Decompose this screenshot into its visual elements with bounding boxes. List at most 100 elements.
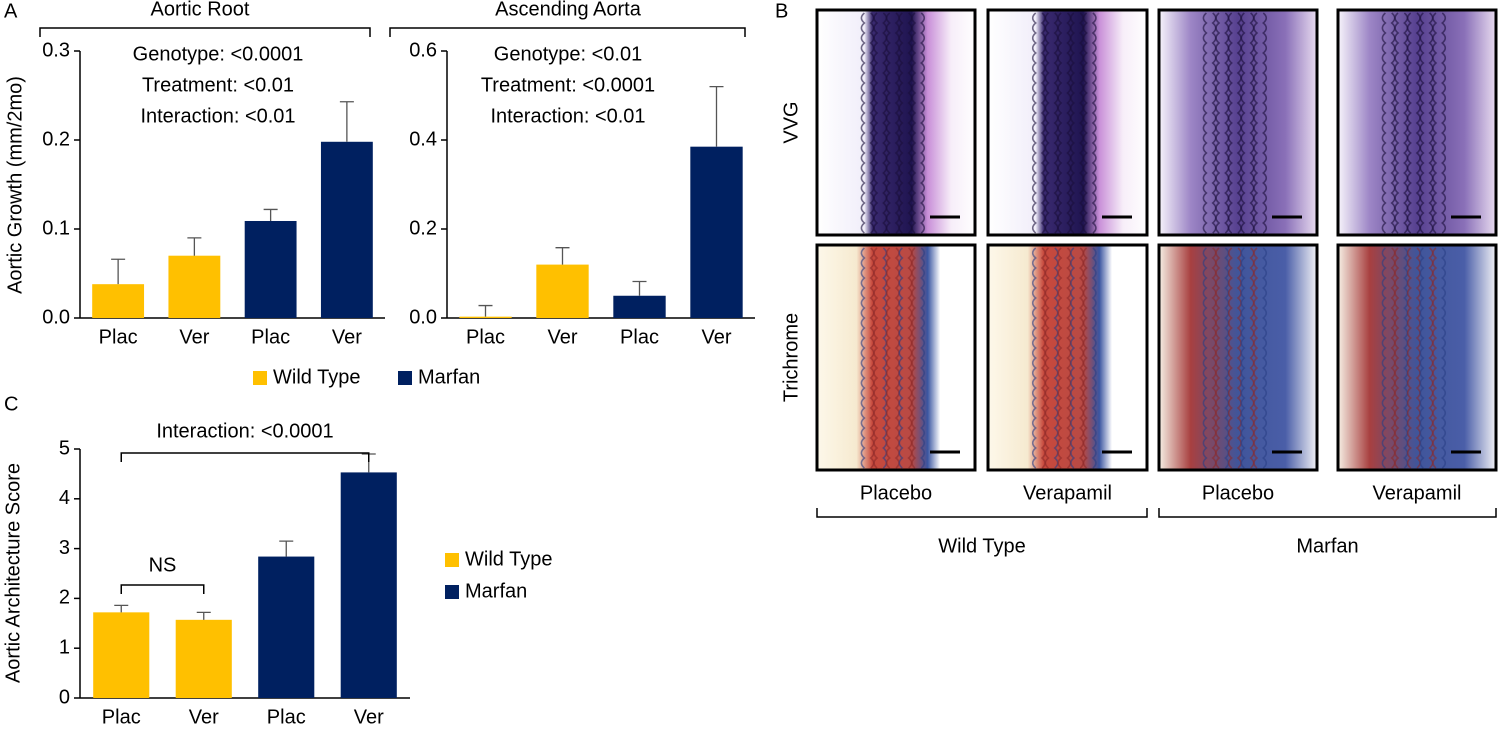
tissue-fiber	[898, 247, 904, 469]
tissue-fiber	[1053, 12, 1059, 234]
micrograph-frame	[1157, 243, 1319, 472]
micrograph-frame	[1157, 8, 1319, 237]
bar	[92, 284, 145, 318]
tissue-fiber	[1224, 12, 1230, 234]
bar	[320, 141, 373, 318]
error-bar	[263, 208, 278, 221]
column-label: Verapamil	[1373, 482, 1462, 504]
tissue-fiber	[1031, 247, 1037, 469]
tissue-fiber	[1428, 12, 1434, 234]
tissue-fiber	[1262, 247, 1268, 469]
tissue-fiber	[1419, 12, 1425, 234]
title-bracket	[389, 27, 746, 37]
y-tick-label: 0.2	[409, 217, 437, 239]
tissue-fiber	[1441, 247, 1447, 469]
tissue-fiber	[885, 247, 891, 469]
comparison-label: NS	[149, 554, 177, 576]
tissue-fiber	[882, 247, 888, 469]
bar	[244, 220, 297, 318]
micrograph-frame	[1336, 243, 1498, 472]
comparison-label: Interaction: <0.0001	[156, 420, 333, 442]
panel-label: A	[4, 0, 18, 22]
tissue-fiber	[1202, 12, 1208, 234]
tissue-fiber	[1070, 12, 1076, 234]
micrograph-frame	[815, 8, 977, 237]
tissue-fiber	[1406, 12, 1412, 234]
group-bracket	[816, 508, 1148, 518]
x-tick-label: Plac	[466, 326, 505, 348]
x-tick-label: Ver	[701, 326, 731, 348]
x-tick-label: Ver	[547, 326, 577, 348]
bar	[459, 316, 512, 318]
y-tick-label: 0.4	[409, 128, 437, 150]
error-bar	[478, 304, 493, 317]
error-bar	[114, 604, 129, 613]
tissue-fiber	[1381, 12, 1387, 234]
tissue-fiber	[1415, 12, 1421, 234]
tissue-fiber	[1057, 12, 1063, 234]
tissue-fiber	[1381, 247, 1387, 469]
bar	[613, 295, 666, 318]
comparison-bracket	[120, 584, 205, 594]
tissue-fiber	[1236, 12, 1242, 234]
tissue-fiber	[869, 12, 875, 234]
y-tick-label: 4	[59, 487, 70, 509]
error-bar	[339, 101, 354, 142]
tissue-fiber	[1390, 247, 1396, 469]
tissue-fiber	[1215, 247, 1221, 469]
annotation: Interaction: <0.01	[140, 105, 295, 127]
tissue-fiber	[1202, 247, 1208, 469]
x-tick-label: Plac	[251, 326, 290, 348]
tissue-fiber	[1394, 12, 1400, 234]
tissue-fiber	[885, 12, 891, 234]
column-label: Placebo	[860, 482, 932, 504]
bar	[536, 264, 589, 318]
group-bracket	[1158, 508, 1497, 518]
tissue-fiber	[1394, 247, 1400, 469]
tissue-fiber	[1253, 12, 1259, 234]
tissue-fiber	[1066, 12, 1072, 234]
tissue-fiber	[869, 247, 875, 469]
tissue-fiber	[894, 12, 900, 234]
micrograph-frame	[986, 243, 1149, 472]
tissue-fiber	[894, 247, 900, 469]
micrograph-frame	[1336, 8, 1498, 237]
tissue-fiber	[920, 12, 926, 234]
tissue-fiber	[1082, 12, 1088, 234]
y-tick-label: 0.0	[409, 306, 437, 328]
annotation: Treatment: <0.01	[142, 74, 294, 96]
legend-swatch	[445, 585, 459, 599]
tissue-fiber	[1227, 12, 1233, 234]
tissue-fiber	[1070, 247, 1076, 469]
bar	[175, 619, 232, 698]
tissue-fiber	[1057, 247, 1063, 469]
column-label: Verapamil	[1023, 482, 1112, 504]
tissue-fiber	[1215, 12, 1221, 234]
x-tick-label: Ver	[179, 326, 209, 348]
legend-label: Marfan	[418, 366, 480, 388]
tissue-fiber	[1078, 12, 1085, 234]
tissue-fiber	[1044, 12, 1050, 234]
panel-label: B	[775, 0, 788, 22]
tissue-fiber	[907, 12, 913, 234]
tissue-fiber	[1262, 12, 1268, 234]
tissue-fiber	[1066, 247, 1072, 469]
x-tick-label: Plac	[267, 706, 306, 728]
panel-label: C	[4, 393, 18, 415]
tissue-fiber	[1403, 12, 1409, 234]
y-tick-label: 0.3	[42, 39, 70, 61]
x-tick-label: Plac	[102, 706, 141, 728]
tissue-fiber	[1403, 247, 1409, 469]
y-tick-label: 5	[59, 437, 70, 459]
micrograph-frame	[815, 243, 977, 472]
title-bracket	[39, 27, 371, 37]
tissue-fiber	[1249, 12, 1255, 234]
tissue-fiber	[1082, 247, 1088, 469]
tissue-fiber	[1091, 247, 1097, 469]
tissue-fiber	[1253, 247, 1259, 469]
legend-swatch	[445, 553, 459, 567]
x-tick-label: Plac	[99, 326, 138, 348]
y-tick-label: 0.0	[42, 306, 70, 328]
tissue-fiber	[1091, 12, 1097, 234]
